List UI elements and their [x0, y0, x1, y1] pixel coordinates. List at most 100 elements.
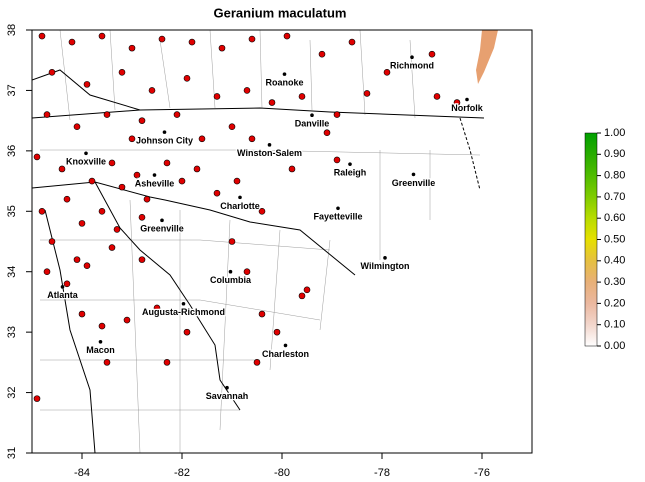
occurrence-point — [243, 268, 251, 276]
city-label: Charleston — [262, 349, 309, 359]
occurrence-point — [138, 214, 146, 221]
colorbar-tick-label: 0.60 — [604, 212, 625, 224]
x-tick-label: -82 — [174, 467, 190, 479]
city-label: Richmond — [390, 61, 434, 71]
occurrence-point — [383, 69, 391, 76]
city-point — [238, 195, 242, 200]
occurrence-point — [108, 159, 116, 167]
peninsula — [476, 30, 498, 84]
city-point — [181, 301, 186, 306]
colorbar-ticks: 0.00 0.10 0.20 0.30 0.40 0.50 0.60 0.70 0.80 0.90… — [597, 127, 625, 352]
city-point — [411, 172, 416, 177]
occurrence-point — [143, 195, 151, 203]
city-label: Charlotte — [220, 201, 260, 211]
city-label: Savannah — [206, 391, 249, 401]
occurrence-point — [138, 256, 146, 263]
city-point — [348, 162, 352, 166]
occurrence-point — [33, 153, 41, 161]
x-tick-label: -84 — [74, 467, 90, 479]
occurrence-point — [298, 93, 306, 100]
y-tick-label: 35 — [6, 205, 18, 217]
occurrence-point — [98, 32, 106, 40]
occurrence-point — [233, 177, 241, 185]
occurrence-point — [138, 117, 146, 124]
colorbar — [584, 132, 598, 347]
occurrence-point — [243, 87, 251, 94]
axes: -84 -82 -80 -78 -76 31 32 33 34 35 36 37 38 — [6, 24, 490, 479]
occurrence-point — [58, 165, 66, 173]
x-tick-label: -78 — [374, 467, 390, 479]
occurrence-point — [363, 90, 371, 97]
occurrence-point — [68, 38, 76, 46]
y-tick-label: 36 — [6, 145, 18, 157]
city-point — [336, 206, 340, 211]
city-point — [282, 72, 287, 76]
city-label: Wilmington — [361, 261, 410, 271]
y-tick-label: 38 — [6, 24, 18, 36]
occurrence-point — [288, 165, 296, 173]
city-label: Winston-Salem — [237, 148, 302, 158]
occurrence-point — [98, 322, 106, 330]
occurrence-point — [98, 207, 106, 215]
occurrence-point — [163, 359, 171, 366]
occurrence-point — [193, 165, 201, 173]
city-point — [310, 113, 314, 118]
city-label: Greenville — [140, 224, 184, 234]
occurrence-point — [103, 359, 111, 366]
colorbar-tick-label: 0.50 — [604, 233, 625, 245]
occurrence-point — [323, 129, 331, 137]
city-label: Fayetteville — [313, 212, 362, 222]
city-label: Columbia — [210, 275, 252, 285]
city-point — [225, 385, 229, 390]
occurrence-point — [213, 189, 221, 197]
colorbar-tick-label: 0.90 — [604, 148, 625, 160]
city-label: Johnson City — [136, 135, 193, 145]
occurrence-point — [198, 135, 206, 143]
colorbar-tick-label: 0.40 — [604, 255, 625, 267]
colorbar-tick-label: 0.80 — [604, 170, 625, 182]
occurrence-point — [218, 44, 226, 52]
occurrence-point — [63, 280, 71, 288]
occurrence-point — [318, 50, 326, 58]
city-point — [283, 343, 288, 348]
occurrence-point — [73, 256, 81, 263]
city-label: Greenville — [392, 178, 436, 188]
occurrence-point — [188, 38, 196, 46]
occurrence-point — [163, 159, 171, 167]
occurrence-point — [148, 87, 156, 94]
suitability-raster — [32, 30, 495, 453]
city-label: Danville — [295, 119, 330, 129]
occurrence-point — [83, 262, 91, 269]
colorbar-tick-label: 0.20 — [604, 297, 625, 309]
colorbar-tick-label: 0.00 — [604, 340, 625, 352]
x-tick-label: -80 — [274, 467, 290, 479]
occurrence-point — [38, 207, 46, 215]
occurrence-point — [63, 195, 71, 203]
occurrence-point — [428, 50, 436, 58]
occurrence-point — [433, 93, 441, 100]
y-tick-label: 32 — [6, 386, 18, 398]
colorbar-tick-label: 1.00 — [604, 127, 625, 139]
city-point — [160, 218, 164, 223]
city-point — [383, 256, 387, 260]
occurrence-point — [113, 226, 121, 233]
occurrence-point — [273, 328, 281, 336]
city-point — [410, 55, 414, 59]
occurrence-point — [48, 238, 56, 245]
occurrence-point — [43, 111, 51, 118]
city-point — [98, 340, 103, 344]
occurrence-point — [108, 244, 116, 251]
occurrence-point — [78, 220, 86, 227]
colorbar-tick-label: 0.70 — [604, 191, 625, 203]
y-tick-label: 33 — [6, 326, 18, 338]
city-label: Roanoke — [265, 77, 303, 87]
occurrence-point — [228, 238, 236, 245]
occurrence-point — [83, 81, 91, 88]
city-label: Macon — [86, 345, 115, 355]
y-tick-label: 31 — [6, 447, 18, 459]
occurrence-point — [153, 304, 161, 312]
occurrence-point — [333, 156, 341, 164]
occurrence-point — [248, 135, 256, 143]
occurrence-point — [43, 268, 51, 276]
